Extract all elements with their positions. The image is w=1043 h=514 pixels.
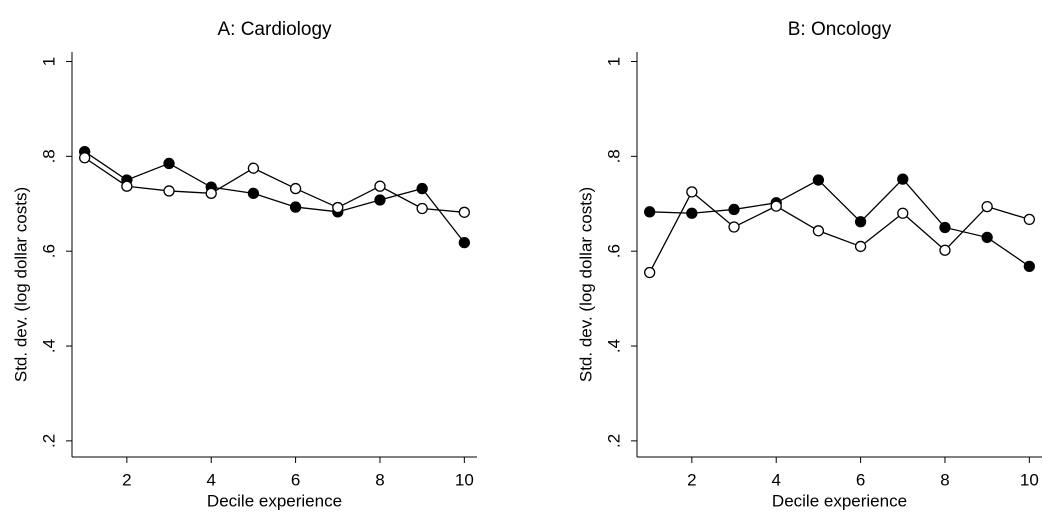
data-point <box>121 180 133 192</box>
data-point <box>686 186 698 198</box>
y-tick-label: .2 <box>39 434 58 448</box>
y-tick-label: .8 <box>604 149 623 163</box>
y-tick-label: 1 <box>39 57 58 66</box>
data-point <box>981 200 993 213</box>
x-tick-label: 8 <box>940 470 949 489</box>
data-point <box>332 201 344 214</box>
data-point <box>1023 260 1035 273</box>
data-point <box>458 206 470 218</box>
x-tick-label: 6 <box>291 470 300 489</box>
x-tick-label: 10 <box>455 470 474 489</box>
data-point <box>939 221 951 234</box>
data-point <box>416 202 428 215</box>
data-point <box>897 173 909 185</box>
y-tick-label: 1 <box>604 57 623 66</box>
y-tick-label: .4 <box>604 339 623 353</box>
series-line <box>649 178 1030 267</box>
data-point <box>79 152 91 164</box>
data-point <box>981 231 993 244</box>
data-point <box>458 236 470 249</box>
data-point <box>374 180 386 192</box>
x-tick-label: 2 <box>122 470 131 489</box>
y-tick-label: .4 <box>39 339 58 353</box>
data-point <box>644 206 656 218</box>
data-point <box>163 185 175 197</box>
x-tick-label: 4 <box>771 470 780 489</box>
y-axis-label: Std. dev. (log dollar costs) <box>576 187 595 382</box>
y-tick-label: .6 <box>604 244 623 258</box>
data-point <box>897 207 909 219</box>
x-tick-label: 4 <box>206 470 215 489</box>
chart-title: A: Cardiology <box>217 19 332 40</box>
data-point <box>205 187 217 199</box>
x-tick-label: 2 <box>687 470 696 489</box>
data-point <box>289 182 302 195</box>
data-point <box>854 216 867 228</box>
data-point <box>939 244 951 256</box>
data-point <box>770 200 782 212</box>
x-tick-label: 8 <box>375 470 384 489</box>
x-tick-label: 10 <box>1020 470 1039 489</box>
data-point <box>812 174 825 186</box>
y-tick-label: .8 <box>39 149 58 163</box>
x-axis-label: Decile experience <box>772 491 907 510</box>
data-point <box>728 221 740 233</box>
data-point <box>416 182 428 195</box>
series-line <box>84 157 465 213</box>
y-tick-label: .2 <box>604 434 623 448</box>
y-axis-label: Std. dev. (log dollar costs) <box>11 187 30 382</box>
data-point <box>163 157 175 170</box>
data-point <box>728 203 740 216</box>
y-tick-label: .6 <box>39 244 58 258</box>
x-axis-label: Decile experience <box>207 491 342 510</box>
data-point <box>1023 213 1035 226</box>
data-point <box>247 187 260 199</box>
x-tick-label: 6 <box>856 470 865 489</box>
data-point <box>644 266 656 279</box>
data-point <box>374 194 386 206</box>
data-point <box>812 225 825 237</box>
series-line <box>649 190 1030 273</box>
series-line <box>84 151 465 244</box>
chart-title: B: Oncology <box>788 19 892 40</box>
data-point <box>247 162 260 174</box>
data-point <box>854 240 867 253</box>
data-point <box>289 201 302 213</box>
data-point <box>686 207 698 219</box>
